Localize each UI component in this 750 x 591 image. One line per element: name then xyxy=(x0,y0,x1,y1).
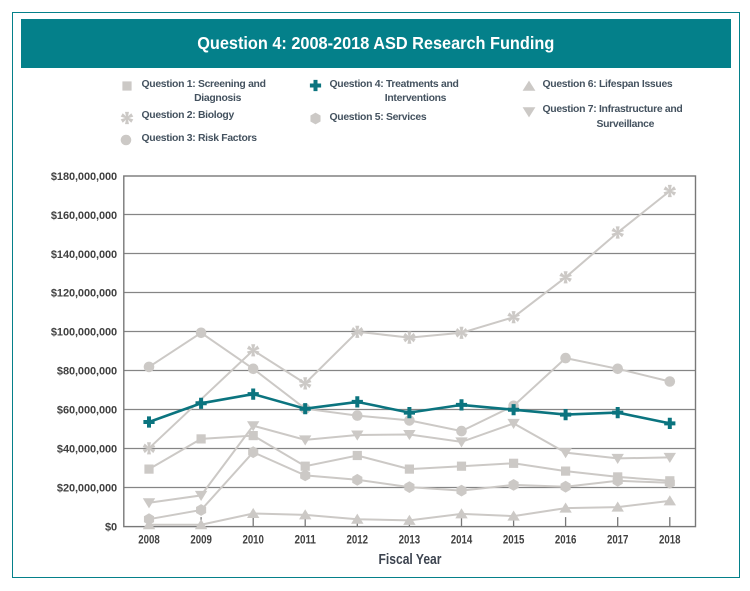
svg-text:2010: 2010 xyxy=(242,532,264,546)
svg-text:$20,000,000: $20,000,000 xyxy=(57,483,117,495)
svg-text:2009: 2009 xyxy=(190,532,212,546)
svg-text:$160,000,000: $160,000,000 xyxy=(51,210,117,222)
svg-text:$120,000,000: $120,000,000 xyxy=(51,288,117,300)
svg-text:2018: 2018 xyxy=(659,532,681,546)
svg-text:$40,000,000: $40,000,000 xyxy=(57,444,117,456)
svg-text:$140,000,000: $140,000,000 xyxy=(51,249,117,261)
svg-text:2008: 2008 xyxy=(138,532,160,546)
svg-text:Fiscal Year: Fiscal Year xyxy=(379,552,442,568)
svg-text:2015: 2015 xyxy=(503,532,525,546)
svg-text:2017: 2017 xyxy=(607,532,629,546)
svg-text:2011: 2011 xyxy=(294,532,316,546)
svg-text:$180,000,000: $180,000,000 xyxy=(51,171,117,183)
svg-text:$100,000,000: $100,000,000 xyxy=(51,327,117,339)
svg-text:2013: 2013 xyxy=(399,532,421,546)
svg-text:$0: $0 xyxy=(105,522,117,534)
svg-text:2016: 2016 xyxy=(555,532,577,546)
svg-text:$80,000,000: $80,000,000 xyxy=(57,366,117,378)
svg-text:$60,000,000: $60,000,000 xyxy=(57,405,117,417)
svg-text:2012: 2012 xyxy=(347,532,369,546)
svg-text:2014: 2014 xyxy=(451,532,473,546)
